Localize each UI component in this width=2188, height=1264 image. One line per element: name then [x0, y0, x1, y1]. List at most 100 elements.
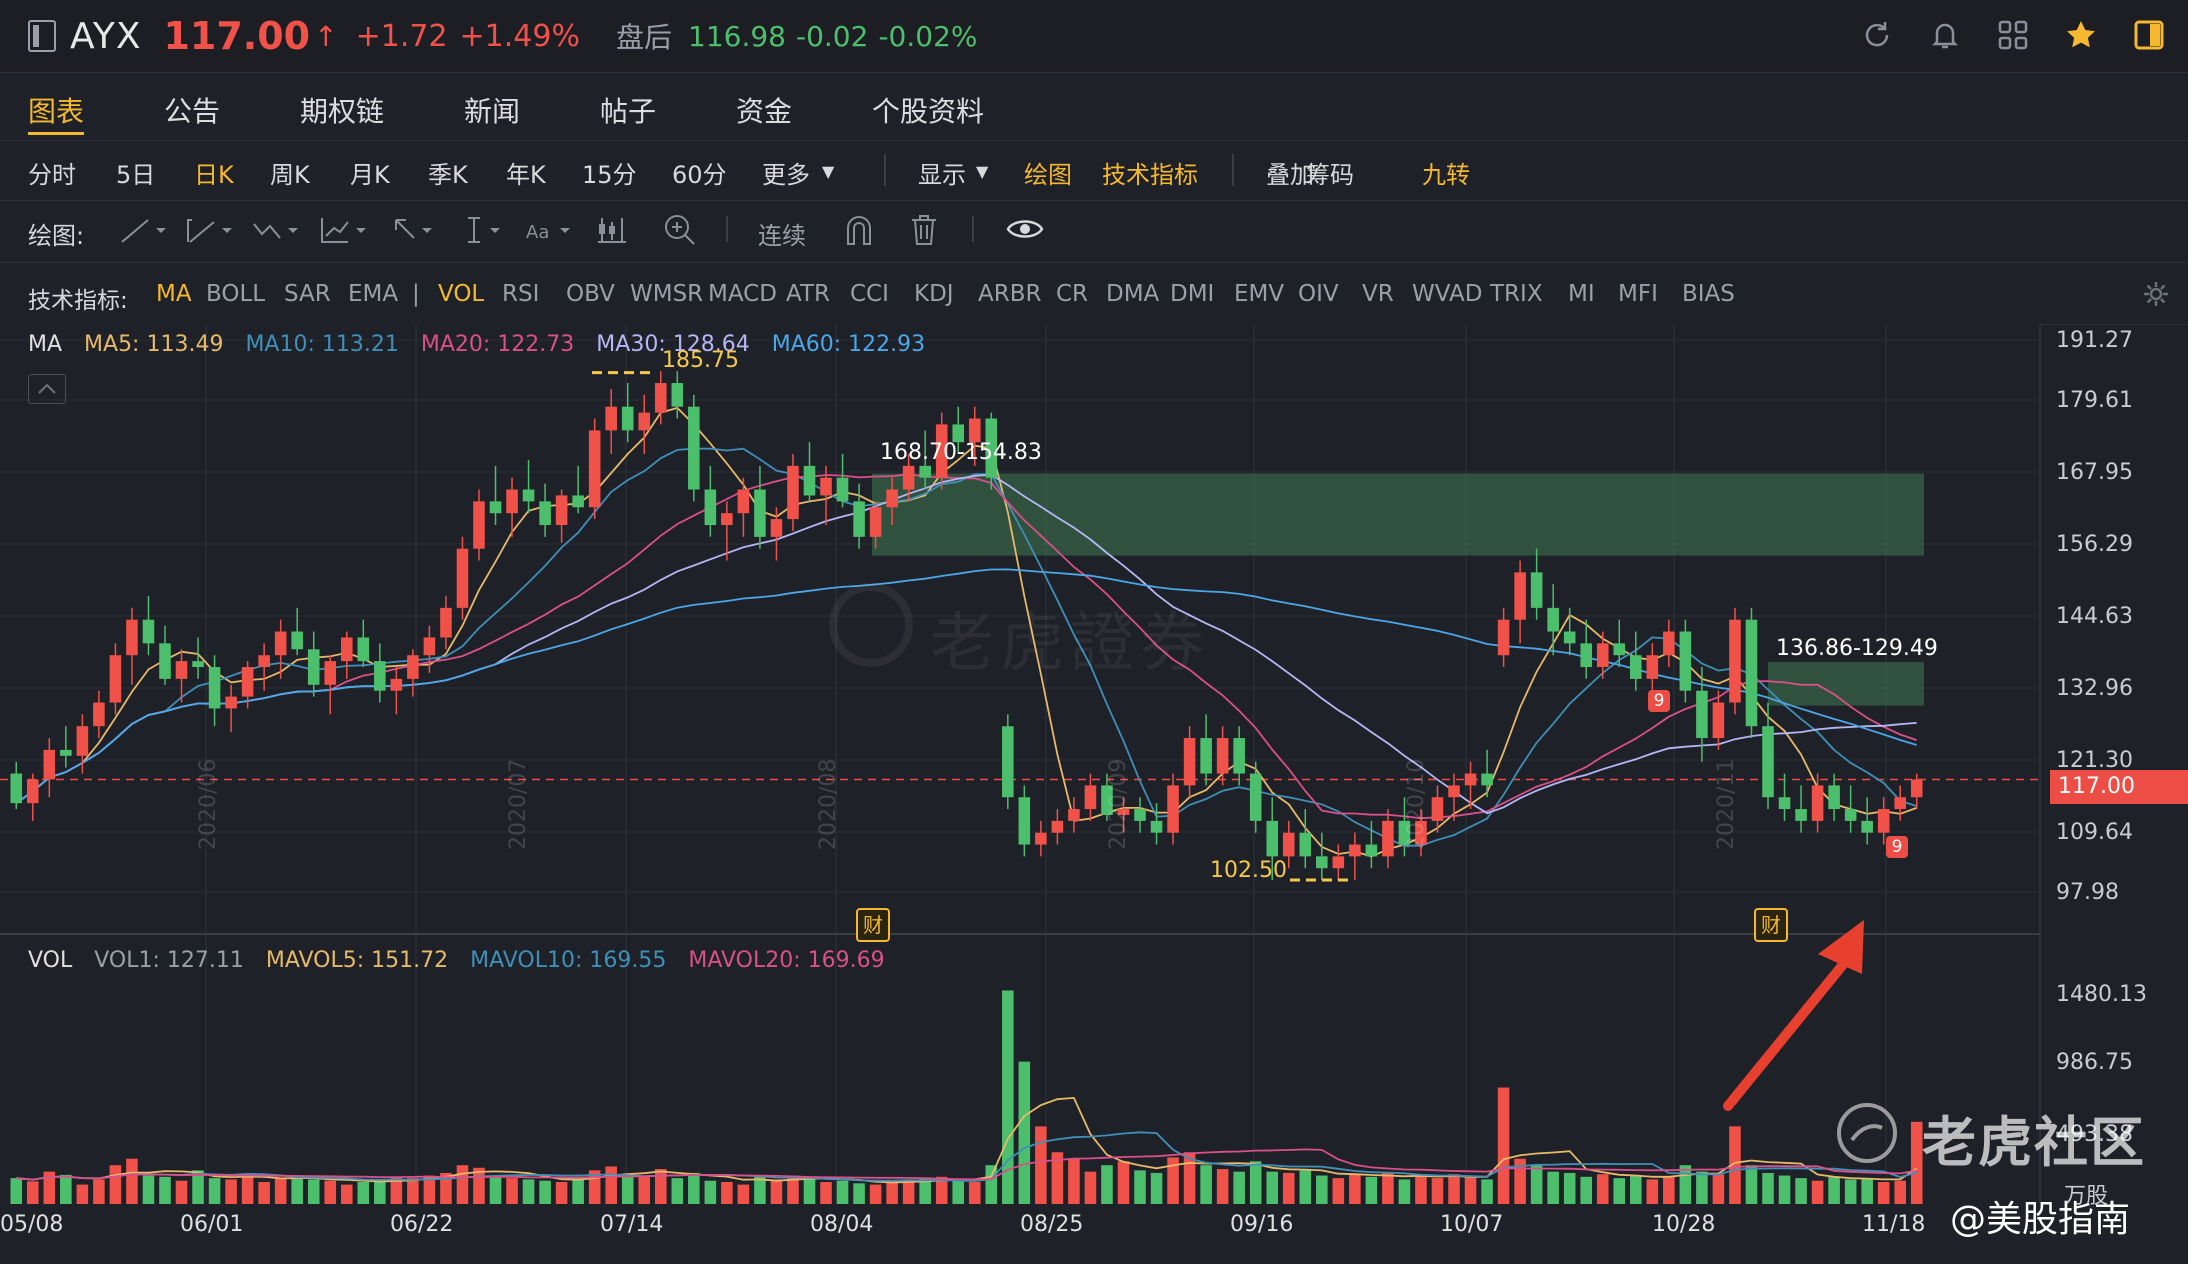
- volume-bar: [258, 1182, 270, 1204]
- measure-tool-icon[interactable]: [460, 214, 510, 246]
- candle-body: [935, 424, 948, 478]
- price-chart[interactable]: [0, 324, 2188, 1264]
- period-daily[interactable]: 日K: [194, 161, 234, 189]
- period-yearly[interactable]: 年K: [506, 161, 546, 189]
- refresh-icon[interactable]: [1860, 18, 1894, 52]
- ma5-value: MA5: 113.49: [84, 332, 224, 357]
- line-tool-icon[interactable]: [118, 214, 168, 246]
- candle-body: [43, 749, 56, 780]
- indicator-atr[interactable]: ATR: [786, 281, 830, 307]
- period-more[interactable]: 更多: [762, 161, 810, 189]
- main-tabs: 图表 公告 期权链 新闻 帖子 资金 个股资料: [0, 72, 2188, 141]
- candle-body: [1530, 572, 1543, 608]
- indicator-dmi[interactable]: DMI: [1170, 281, 1215, 307]
- indicator-wmsr[interactable]: WMSR: [630, 281, 704, 307]
- indicator-arbr[interactable]: ARBR: [978, 281, 1042, 307]
- tab-profile[interactable]: 个股资料: [872, 95, 985, 128]
- ma20-value: MA20: 122.73: [420, 332, 575, 357]
- volume-bar: [374, 1180, 386, 1204]
- overlay-toggle[interactable]: 叠加: [1266, 161, 1314, 189]
- text-tool-icon[interactable]: Aa: [524, 214, 580, 246]
- candle-body: [985, 418, 998, 478]
- tab-announcements[interactable]: 公告: [164, 95, 221, 128]
- chips-toggle[interactable]: 筹码: [1306, 161, 1354, 189]
- volume-bar: [357, 1182, 370, 1204]
- indicator-obv[interactable]: OBV: [566, 281, 615, 307]
- collapse-legend-button[interactable]: [28, 374, 66, 404]
- candle-body: [1596, 643, 1609, 668]
- nine-turn-toggle[interactable]: 九转: [1422, 161, 1470, 189]
- candle-body: [770, 519, 783, 537]
- volume-bar: [1415, 1175, 1427, 1204]
- indicator-macd[interactable]: MACD: [708, 281, 777, 307]
- indicator-ma[interactable]: MA: [156, 281, 192, 307]
- volume-bar: [1464, 1176, 1477, 1204]
- tab-capital[interactable]: 资金: [736, 95, 793, 128]
- ma-legend: MA MA5: 113.49 MA10: 113.21 MA20: 122.73…: [28, 332, 925, 357]
- tab-chart[interactable]: 图表: [28, 95, 85, 128]
- draw-label: 绘图:: [28, 222, 85, 250]
- candle-body: [671, 383, 684, 407]
- period-15min[interactable]: 15分: [582, 161, 637, 189]
- indicator-toggle[interactable]: 技术指标: [1102, 161, 1198, 189]
- indicator-trix[interactable]: TRIX: [1490, 281, 1543, 307]
- arrow-tool-icon[interactable]: [390, 214, 440, 246]
- indicator-cci[interactable]: CCI: [850, 281, 889, 307]
- earnings-badge[interactable]: 财: [1754, 908, 1788, 942]
- indicator-sar[interactable]: SAR: [284, 281, 331, 307]
- trash-icon[interactable]: [908, 212, 940, 248]
- draw-toggle[interactable]: 绘图: [1024, 161, 1072, 189]
- settings-gear-icon[interactable]: [2142, 280, 2170, 308]
- candle-body: [886, 489, 898, 508]
- period-quarterly[interactable]: 季K: [428, 161, 468, 189]
- indicator-emv[interactable]: EMV: [1234, 281, 1285, 307]
- star-icon[interactable]: [2064, 18, 2098, 52]
- chart-tool-icon[interactable]: [318, 214, 368, 246]
- zoom-icon[interactable]: [662, 212, 698, 248]
- candle-body: [1249, 773, 1262, 821]
- indicator-kdj[interactable]: KDJ: [914, 281, 954, 307]
- annotation-arrow: [1723, 920, 1864, 1111]
- candle-body: [1497, 619, 1510, 656]
- magnet-icon[interactable]: [842, 212, 876, 248]
- panel-toggle-icon[interactable]: [2132, 18, 2166, 52]
- after-hours-pct: -0.02%: [878, 19, 978, 53]
- indicator-bias[interactable]: BIAS: [1682, 281, 1735, 307]
- tab-options-chain[interactable]: 期权链: [300, 95, 385, 128]
- grid-icon[interactable]: [1996, 18, 2030, 52]
- volume-bar: [1002, 990, 1014, 1204]
- indicator-mi[interactable]: MI: [1568, 281, 1595, 307]
- candle-body: [836, 477, 849, 502]
- mavol10-line: [16, 1131, 1917, 1182]
- indicator-vr[interactable]: VR: [1362, 281, 1394, 307]
- period-monthly[interactable]: 月K: [350, 161, 390, 189]
- period-60min[interactable]: 60分: [672, 161, 727, 189]
- period-weekly[interactable]: 周K: [270, 161, 310, 189]
- indicator-oiv[interactable]: OIV: [1298, 281, 1339, 307]
- eye-icon[interactable]: [1006, 214, 1044, 244]
- indicator-wvad[interactable]: WVAD: [1412, 281, 1483, 307]
- bell-icon[interactable]: [1928, 18, 1962, 52]
- candle-body: [952, 424, 965, 443]
- indicator-ema[interactable]: EMA: [348, 281, 399, 307]
- indicator-dma[interactable]: DMA: [1106, 281, 1160, 307]
- display-menu[interactable]: 显示: [918, 161, 966, 189]
- indicator-rsi[interactable]: RSI: [502, 281, 540, 307]
- ray-tool-icon[interactable]: [184, 214, 234, 246]
- volume-bar: [159, 1176, 171, 1204]
- indicator-vol[interactable]: VOL: [438, 281, 485, 307]
- tab-posts[interactable]: 帖子: [600, 95, 657, 128]
- wave-tool-icon[interactable]: [250, 214, 300, 246]
- candle-tool-icon[interactable]: [596, 214, 628, 246]
- period-5day[interactable]: 5日: [116, 161, 156, 189]
- candle-body: [1696, 690, 1708, 739]
- continuous-toggle[interactable]: 连续: [758, 222, 806, 250]
- sidebar-toggle-icon[interactable]: [28, 20, 56, 52]
- indicator-boll[interactable]: BOLL: [206, 281, 266, 307]
- tab-news[interactable]: 新闻: [464, 95, 521, 128]
- indicator-mfi[interactable]: MFI: [1618, 281, 1658, 307]
- period-intraday[interactable]: 分时: [28, 161, 76, 189]
- indicator-cr[interactable]: CR: [1056, 281, 1089, 307]
- candle-body: [688, 406, 700, 490]
- earnings-badge[interactable]: 财: [856, 908, 890, 942]
